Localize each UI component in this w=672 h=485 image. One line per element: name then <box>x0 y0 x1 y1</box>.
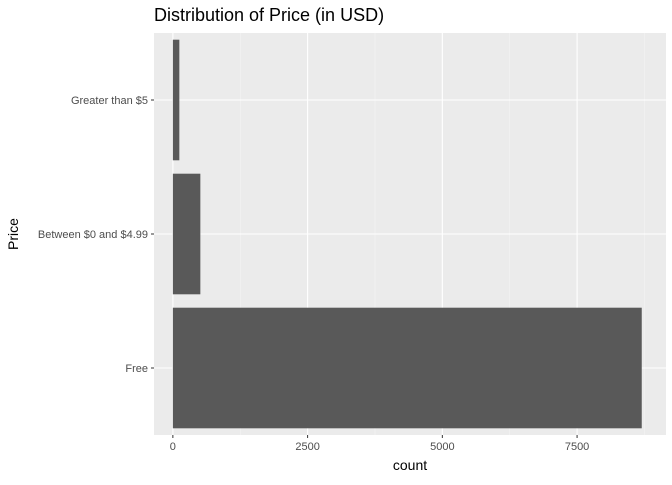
x-axis-title: count <box>393 457 427 473</box>
bar-0 <box>172 307 642 429</box>
y-tick-label: Free <box>125 363 148 375</box>
y-axis-title: Price <box>5 218 21 250</box>
x-tick-label: 2500 <box>295 441 319 453</box>
x-tick-label: 5000 <box>430 441 454 453</box>
x-tick-label: 0 <box>170 441 176 453</box>
bar-2 <box>172 39 180 161</box>
x-axis: 0 2500 5000 7500 <box>170 435 589 453</box>
x-tick-label: 7500 <box>565 441 589 453</box>
y-axis: Free Between $0 and $4.99 Greater than $5 <box>38 95 154 375</box>
bar-1 <box>172 173 201 295</box>
bars <box>172 39 642 429</box>
y-tick-label: Between $0 and $4.99 <box>38 229 148 241</box>
chart-title: Distribution of Price (in USD) <box>154 5 384 25</box>
y-tick-label: Greater than $5 <box>71 95 148 107</box>
